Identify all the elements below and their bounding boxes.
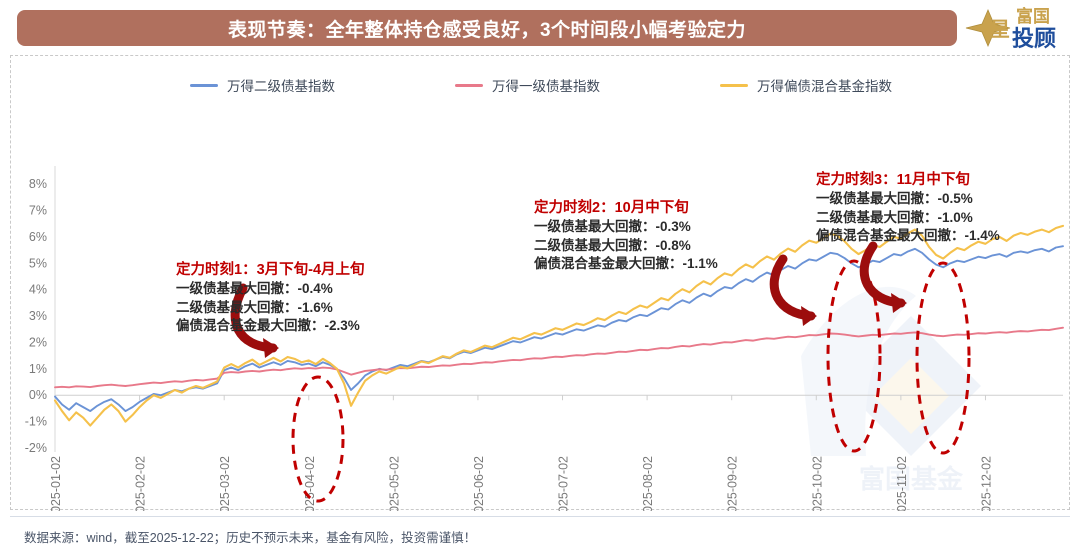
legend-label-2: 万得偏债混合基金指数 [757, 79, 892, 94]
watermark-text: 富国基金 [859, 464, 964, 494]
annotation-1-head: 定力时刻1：3月下旬-4月上旬 [176, 262, 365, 278]
legend-label-0: 万得二级债基指数 [227, 79, 335, 94]
annotation-2-head: 定力时刻2：10月中下旬 [534, 200, 689, 216]
x-axis-tick-label: 2025-11-02 [895, 456, 909, 511]
annotation-3-head: 定力时刻3：11月中下旬 [816, 172, 970, 188]
y-axis-tick-label: 5% [29, 256, 47, 270]
y-axis-tick-label: 8% [29, 177, 47, 191]
legend-item-2[interactable]: 万得偏债混合基金指数 [720, 75, 892, 95]
x-axis-tick-label: 2025-02-02 [134, 456, 148, 511]
legend-item-0[interactable]: 万得二级债基指数 [190, 75, 335, 95]
y-axis-tick-label: 6% [29, 230, 47, 244]
y-axis-tick-label: 2% [29, 335, 47, 349]
y-axis-tick-label: 7% [29, 204, 47, 218]
callout-arrow-head-1 [263, 338, 279, 358]
x-axis-tick-label: 2025-03-02 [218, 456, 232, 511]
title-banner: 表现节奏：全年整体持仓感受良好，3个时间段小幅考验定力 [17, 10, 957, 46]
logo-star-char: 星 [990, 18, 1010, 41]
highlight-ellipse-2 [826, 259, 882, 453]
x-axis-tick-label: 2025-12-02 [979, 456, 993, 511]
annotation-2-row-0: 一级债基最大回撤：-0.3% [534, 219, 691, 235]
legend-label-1: 万得一级债基指数 [492, 79, 600, 94]
chart-card: 万得二级债基指数 万得一级债基指数 万得偏债混合基金指数 富国基金 8% 7% 6% 5… [10, 55, 1071, 511]
chart-legend: 万得二级债基指数 万得一级债基指数 万得偏债混合基金指数 [11, 74, 1071, 96]
fuguo-star-advisor-logo: 星 富国 投顾 [965, 6, 1056, 51]
series-line-1 [54, 326, 1064, 389]
annotation-block-3: 定力时刻3：11月中下旬 一级债基最大回撤：-0.5% 二级债基最大回撤：-1.… [816, 171, 1000, 245]
x-axis-tick-label: 2025-09-02 [726, 456, 740, 511]
x-axis-tick-label: 2025-06-02 [472, 456, 486, 511]
highlight-ellipse-3 [915, 261, 971, 455]
callout-arrow-head-2 [801, 306, 817, 326]
series-line-2 [53, 224, 1065, 427]
page-title: 表现节奏：全年整体持仓感受良好，3个时间段小幅考验定力 [227, 19, 747, 41]
x-axis-tick-label: 2025-08-02 [641, 456, 655, 511]
callout-arrow-1 [230, 283, 278, 353]
footer-divider [10, 516, 1070, 517]
annotation-block-1: 定力时刻1：3月下旬-4月上旬 一级债基最大回撤：-0.4% 二级债基最大回撤：… [176, 261, 365, 335]
highlight-ellipse-1 [291, 375, 345, 503]
annotation-2-row-2: 偏债混合基金最大回撤：-1.1% [534, 255, 718, 271]
x-axis-tick-label: 2025-10-02 [810, 456, 824, 511]
y-axis-tick-label: -2% [25, 441, 47, 455]
series-line-0 [54, 245, 1064, 413]
annotation-block-2: 定力时刻2：10月中下旬 一级债基最大回撤：-0.3% 二级债基最大回撤：-0.… [534, 199, 718, 273]
plot-area: 富国基金 8% 7% 6% 5% 4% 3% 2% 1% 0% -1% -2% 2025-01-02 20… [11, 56, 1071, 511]
callout-arrow-head-3 [891, 293, 907, 313]
y-axis-tick-label: -1% [25, 415, 47, 429]
x-axis-tick-label: 2025-01-02 [49, 456, 63, 511]
watermark: 富国基金 [801, 286, 981, 494]
legend-item-1[interactable]: 万得一级债基指数 [455, 75, 600, 95]
annotation-1-row-0: 一级债基最大回撤：-0.4% [176, 281, 333, 297]
legend-swatch-1 [455, 83, 483, 87]
annotation-3-row-2: 偏债混合基金最大回撤：-1.4% [816, 227, 1000, 243]
annotation-2-row-1: 二级债基最大回撤：-0.8% [534, 237, 691, 253]
source-note: 数据来源：wind，截至2025-12-22；历史不预示未来，基金有风险，投资需… [24, 531, 477, 545]
annotation-3-row-1: 二级债基最大回撤：-1.0% [816, 209, 973, 225]
y-axis-tick-label: 4% [29, 283, 47, 297]
logo-text-bottom: 投顾 [1012, 26, 1056, 51]
annotation-1-row-2: 偏债混合基金最大回撤：-2.3% [176, 317, 360, 333]
logo-text-top: 富国 [1016, 6, 1050, 26]
x-axis-tick-label: 2025-07-02 [557, 456, 571, 511]
annotation-1-row-1: 二级债基最大回撤：-1.6% [176, 299, 333, 315]
annotation-3-row-0: 一级债基最大回撤：-0.5% [816, 191, 973, 207]
y-axis-tick-label: 0% [29, 388, 47, 402]
x-axis-tick-label: 2025-04-02 [303, 456, 317, 511]
x-axis-tick-label: 2025-05-02 [387, 456, 401, 511]
legend-swatch-2 [720, 83, 748, 87]
legend-swatch-0 [190, 83, 218, 87]
y-axis-tick-label: 3% [29, 309, 47, 323]
y-axis-tick-label: 1% [29, 362, 47, 376]
